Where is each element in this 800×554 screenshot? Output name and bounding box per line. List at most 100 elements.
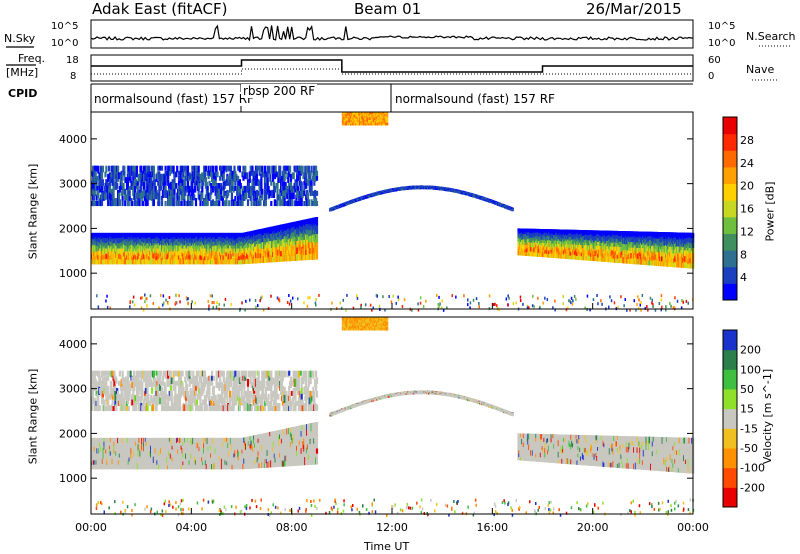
heatmap-cell (311, 175, 314, 181)
heatmap-cell (268, 165, 271, 174)
heatmap-cell (136, 195, 139, 201)
heatmap-cell (164, 185, 167, 191)
heatmap-cell (106, 179, 109, 186)
heatmap-cell (288, 171, 291, 178)
heatmap-cell (185, 201, 188, 206)
heatmap-cell (246, 199, 250, 206)
heatmap-cell (261, 188, 264, 195)
heatmap-cell (258, 185, 261, 191)
heatmap-cell (137, 173, 140, 182)
heatmap-cell (242, 165, 245, 171)
heatmap-cell (164, 165, 167, 171)
heatmap-cell (140, 185, 143, 193)
heatmap-cell (100, 185, 104, 193)
heatmap-cell (101, 165, 104, 173)
heatmap-cell (92, 194, 95, 201)
heatmap-cell (191, 185, 194, 191)
heatmap-cell (310, 179, 313, 186)
heatmap-cell (307, 199, 310, 206)
heatmap-cell (605, 243, 608, 250)
heatmap-cell (122, 183, 125, 189)
heatmap-cell (214, 170, 217, 176)
heatmap-cell (129, 171, 132, 178)
heatmap-cell (666, 246, 669, 253)
heatmap-cell (143, 189, 146, 198)
heatmap-cell (100, 172, 104, 180)
heatmap-cell (111, 245, 114, 252)
heatmap-cell (218, 194, 221, 201)
heatmap-cell (266, 171, 269, 178)
heatmap-cell (188, 246, 191, 251)
heatmap-cell (111, 199, 114, 206)
heatmap-cell (186, 165, 190, 172)
heatmap-cell (211, 173, 214, 182)
heatmap-cell (120, 175, 123, 181)
nsky-label: N.Sky (4, 32, 36, 45)
heatmap-cell (230, 192, 233, 200)
heatmap-cell (251, 165, 254, 173)
heatmap-cell (222, 165, 225, 174)
heatmap-cell (131, 201, 134, 206)
heatmap-cell (113, 172, 116, 180)
power-heatmap-cells (91, 112, 695, 312)
heatmap-cell (231, 245, 234, 252)
heatmap-cell (201, 192, 204, 200)
heatmap-cell (204, 165, 207, 172)
heatmap-cell (201, 185, 204, 193)
heatmap-cell (118, 199, 121, 206)
heatmap-cell (218, 200, 221, 207)
heatmap-cell (229, 185, 233, 193)
heatmap-cell (298, 175, 301, 181)
heatmap-cell (263, 189, 267, 198)
heatmap-cell (234, 180, 237, 186)
heatmap-cell (145, 181, 148, 190)
heatmap-cell (101, 246, 104, 251)
heatmap-cell (195, 180, 198, 186)
heatmap-cell (153, 179, 156, 186)
heatmap-cell (206, 185, 209, 191)
heatmap-cell (303, 185, 306, 191)
heatmap-cell (201, 172, 204, 180)
heatmap-cell (120, 246, 123, 251)
heatmap-cell (284, 189, 287, 198)
heatmap-cell (224, 245, 227, 252)
heatmap-cell (211, 165, 215, 173)
heatmap-cell (152, 165, 155, 173)
heatmap-cell (266, 165, 269, 172)
heatmap-cell (260, 181, 263, 190)
heatmap-cell (264, 177, 267, 183)
heatmap-cell (129, 165, 132, 172)
heatmap-cell (175, 171, 178, 178)
cpid-label: CPID (8, 87, 38, 100)
heatmap-cell (300, 181, 303, 190)
heatmap-cell (304, 165, 307, 172)
heatmap-cell (303, 180, 306, 186)
heatmap-cell (105, 192, 108, 200)
heatmap-cell (179, 177, 182, 183)
heatmap-cell (134, 199, 137, 206)
heatmap-cell (315, 175, 319, 181)
heatmap-cell (285, 201, 288, 206)
heatmap-cell (129, 177, 132, 183)
nsky-tick-top: 10^5 (51, 21, 79, 32)
heatmap-cell (315, 251, 319, 260)
heatmap-cell (205, 181, 208, 190)
heatmap-cell (151, 245, 155, 252)
heatmap-cell (168, 183, 171, 189)
heatmap-cell (273, 185, 276, 193)
heatmap-cell (221, 201, 224, 206)
heatmap-cell (100, 199, 104, 206)
heatmap-cell (122, 188, 125, 195)
heatmap-cell (264, 200, 267, 207)
heatmap-cell (242, 175, 245, 181)
heatmap-cell (181, 165, 184, 173)
heatmap-cell (238, 165, 241, 173)
heatmap-cell (234, 195, 237, 201)
heatmap-cell (161, 189, 164, 198)
heatmap-cell (225, 165, 228, 173)
heatmap-cell (289, 173, 293, 182)
heatmap-cell (295, 200, 298, 207)
heatmap-cell (232, 185, 235, 193)
heatmap-cell (193, 245, 196, 252)
